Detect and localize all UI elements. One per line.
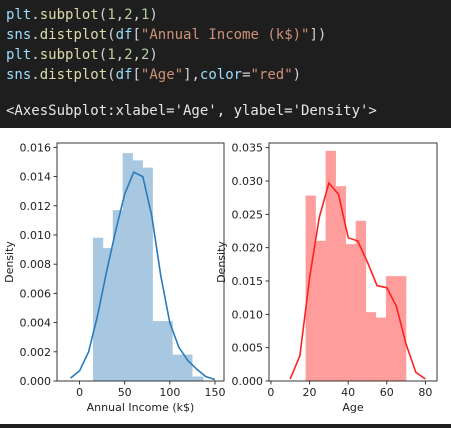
code-token: ( — [98, 47, 108, 63]
axes-frame — [56, 142, 225, 382]
histogram-bar — [335, 186, 347, 382]
histogram-bar — [172, 354, 183, 382]
code-token: . — [31, 47, 40, 63]
y-tick-label: 0.035 — [232, 142, 264, 155]
chart-axes-1: 0.000 0.002 0.004 0.006 0.008 0.010 0.012 0.014… — [3, 141, 225, 414]
code-line: sns.distplot(df["Age"],color="red") — [6, 66, 301, 84]
code-line: sns.distplot(df["Annual Income (k$)"]) — [6, 26, 326, 44]
histogram-bar — [132, 160, 143, 382]
code-token: ]) — [309, 27, 327, 43]
histogram-bar — [365, 312, 377, 382]
y-tick-label: 0.005 — [232, 342, 264, 355]
histogram-bar — [192, 376, 204, 382]
plot-output: 0.000 0.002 0.004 0.006 0.008 0.010 0.012 0.014… — [0, 128, 451, 424]
x-tick-label: 50 — [118, 386, 132, 399]
histogram-bar — [345, 244, 357, 382]
y-tick-label: 0.030 — [232, 175, 264, 188]
code-token: ( — [107, 67, 116, 83]
x-tick-label: 60 — [380, 386, 394, 399]
cell-output-text: <AxesSubplot:xlabel='Age', ylabel='Densi… — [6, 103, 377, 119]
x-axis-label: Age — [342, 401, 364, 414]
kde-line — [289, 181, 426, 380]
histogram-bar — [395, 276, 407, 382]
y-tick-label: 0.010 — [232, 308, 264, 321]
histogram-bar — [385, 276, 397, 382]
code-token: . — [31, 27, 40, 43]
code-token: ) — [149, 47, 158, 63]
code-token: . — [31, 7, 40, 23]
code-token: , — [132, 47, 141, 63]
y-tick-label: 0.000 — [232, 375, 264, 388]
y-tick-label: 0.012 — [20, 200, 52, 213]
axes-frame — [268, 142, 438, 382]
histogram-bar — [152, 320, 163, 382]
code-token: df — [115, 67, 133, 83]
kde-line — [69, 171, 216, 381]
code-token: 1 — [107, 47, 116, 63]
y-tick-label: 0.025 — [232, 208, 264, 221]
code-token: "red" — [250, 67, 293, 83]
histogram-bar — [315, 240, 326, 382]
y-tick-label: 0.014 — [20, 171, 52, 184]
histogram-bar — [305, 195, 316, 382]
code-token: = — [242, 67, 251, 83]
code-token: "Age" — [140, 67, 184, 83]
code-token: distplot — [39, 67, 108, 83]
code-cell[interactable]: plt.subplot(1,2,1) sns.distplot(df["Annu… — [0, 0, 451, 88]
code-token: ) — [149, 7, 158, 23]
code-token: "Annual Income (k$)" — [140, 27, 310, 43]
histogram-bar — [375, 317, 387, 382]
code-token: distplot — [39, 27, 108, 43]
y-tick-label: 0.016 — [20, 141, 52, 154]
code-token: sns — [6, 67, 32, 83]
code-token: subplot — [39, 47, 99, 63]
x-axis-label: Annual Income (k$) — [87, 401, 195, 414]
code-token: df — [115, 27, 133, 43]
x-tick-label: 150 — [204, 386, 225, 399]
code-token: , — [115, 7, 125, 23]
x-tick-label: 20 — [303, 386, 317, 399]
distplot-figure: 0.000 0.002 0.004 0.006 0.008 0.010 0.012 0.014… — [3, 141, 438, 414]
code-line: plt.subplot(1,2,1) — [6, 6, 158, 24]
y-axis-label: Density — [3, 241, 16, 283]
x-tick-label: 100 — [159, 386, 180, 399]
x-tick-label: 0 — [267, 386, 274, 399]
code-token: 2 — [140, 47, 150, 63]
code-line: plt.subplot(1,2,2) — [6, 46, 158, 64]
x-tick-label: 40 — [341, 386, 355, 399]
code-token: , — [132, 7, 141, 23]
code-token: . — [31, 67, 40, 83]
y-tick-label: 0.000 — [20, 375, 52, 388]
y-tick-label: 0.020 — [232, 242, 264, 255]
code-token: 1 — [107, 7, 116, 23]
chart-axes-2: 0.000 0.005 0.010 0.015 0.020 0.025 0.030 0.035… — [215, 142, 438, 414]
code-token: subplot — [39, 7, 99, 23]
code-token: color — [199, 67, 243, 83]
y-tick-label: 0.004 — [20, 317, 52, 330]
code-token: ( — [107, 27, 116, 43]
y-tick-label: 0.002 — [20, 346, 52, 359]
code-token: [ — [132, 27, 141, 43]
code-token: plt — [6, 7, 32, 23]
code-token: ) — [292, 67, 302, 83]
y-axis-label: Density — [215, 241, 228, 283]
code-token: ], — [183, 67, 200, 83]
y-tick-label: 0.015 — [232, 275, 264, 288]
code-token: , — [115, 47, 125, 63]
y-tick-label: 0.006 — [20, 287, 52, 300]
code-token: 2 — [124, 7, 133, 23]
y-tick-label: 0.008 — [20, 258, 52, 271]
code-token: sns — [6, 27, 32, 43]
code-token: 1 — [140, 7, 150, 23]
histogram-bar — [162, 320, 173, 382]
code-token: 2 — [124, 47, 133, 63]
code-token: [ — [132, 67, 141, 83]
histogram-bar — [355, 220, 367, 382]
x-tick-label: 80 — [418, 386, 432, 399]
code-token: ( — [98, 7, 108, 23]
y-tick-label: 0.010 — [20, 229, 52, 242]
x-tick-label: 0 — [76, 386, 83, 399]
code-token: plt — [6, 47, 32, 63]
